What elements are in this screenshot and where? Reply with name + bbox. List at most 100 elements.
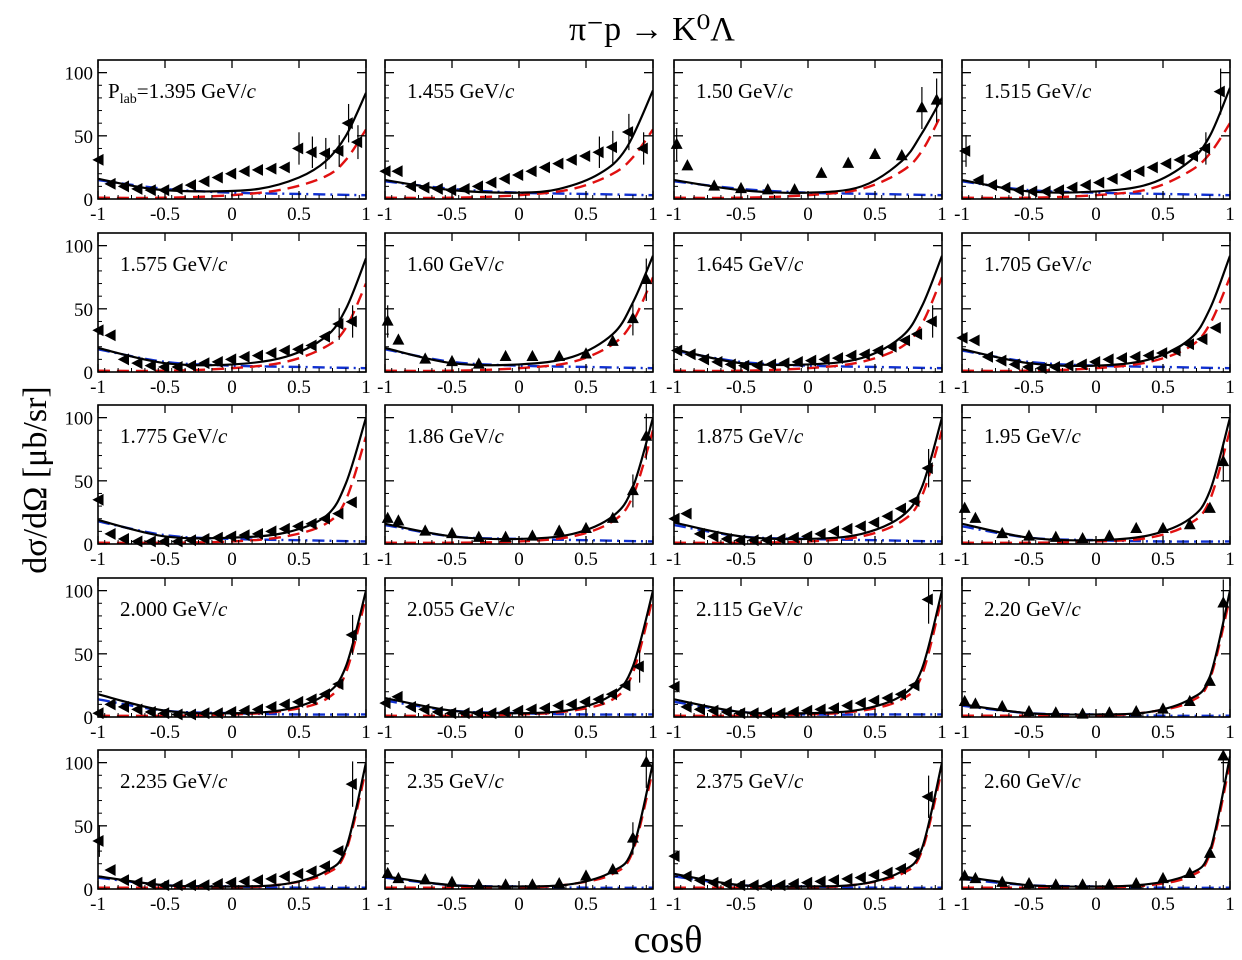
data-point <box>760 879 772 892</box>
x-tick-label: 0 <box>803 377 813 398</box>
x-tick-label: 0.5 <box>863 722 887 743</box>
data-point <box>144 535 156 548</box>
data-point <box>868 516 880 529</box>
data-point <box>1049 878 1062 890</box>
panel: -1 -0.5 0 0.5 1 1.95 GeV/c <box>954 404 1235 570</box>
data-point <box>985 179 998 192</box>
x-tick-label: -1 <box>377 894 393 915</box>
x-tick-label: -0.5 <box>437 377 467 398</box>
x-tick-label: -0.5 <box>1014 377 1044 398</box>
data-point <box>1173 153 1185 166</box>
data-point <box>711 355 723 368</box>
data-point <box>1156 347 1168 359</box>
momentum-label: 2.000 GeV/c <box>120 597 228 621</box>
data-point <box>632 660 644 673</box>
data-point <box>1129 350 1141 363</box>
curve-dashdot <box>962 877 1230 889</box>
data-point <box>868 694 880 707</box>
data-point <box>278 870 290 883</box>
data-point <box>894 862 906 875</box>
data-point <box>959 145 971 157</box>
data-point <box>332 318 344 330</box>
data-point <box>144 877 156 890</box>
data-point <box>1196 333 1208 346</box>
curve-dashed <box>962 276 1230 372</box>
x-tick-label: 1 <box>648 377 658 398</box>
data-point <box>391 690 403 703</box>
x-tick-label: 0 <box>227 549 237 570</box>
data-point <box>1102 353 1114 366</box>
data-point <box>1106 172 1118 185</box>
x-tick-label: 0 <box>514 204 524 225</box>
data-point <box>184 359 196 372</box>
momentum-label: 1.515 GeV/c <box>984 79 1092 103</box>
data-point <box>693 703 705 716</box>
data-point <box>760 707 772 720</box>
data-point <box>734 534 746 547</box>
data-point <box>815 166 828 178</box>
panel: -1 -0.5 0 0.5 1 0 50 100 2.000 GeV/c <box>65 577 371 743</box>
curve-dashed <box>674 276 942 372</box>
data-point <box>671 344 683 357</box>
momentum-label: 1.86 GeV/c <box>407 424 505 448</box>
data-point <box>592 146 604 159</box>
data-point <box>211 531 223 544</box>
curve-dashdot <box>962 349 1230 370</box>
data-point <box>1160 157 1172 170</box>
data-point <box>1103 529 1116 541</box>
data-point <box>305 146 317 159</box>
data-point <box>318 147 330 160</box>
data-point <box>211 355 223 368</box>
data-point <box>1008 358 1020 371</box>
momentum-label: 2.35 GeV/c <box>407 769 505 793</box>
momentum-label: 1.575 GeV/c <box>120 252 228 276</box>
x-tick-label: -1 <box>90 204 106 225</box>
x-tick-label: 0 <box>1091 722 1101 743</box>
x-tick-label: -0.5 <box>1014 549 1044 570</box>
curve-total <box>98 257 366 367</box>
data-point <box>894 688 906 701</box>
curve-dashdot <box>674 180 942 197</box>
data-point <box>265 347 277 359</box>
data-point <box>751 359 763 372</box>
data-point <box>841 522 853 535</box>
data-point <box>198 707 210 720</box>
data-point <box>225 167 237 180</box>
y-tick-label: 100 <box>65 754 94 775</box>
panel: -1 -0.5 0 0.5 1 0 50 100 Plab=1.395 GeV/c <box>65 59 371 225</box>
data-point <box>171 879 183 892</box>
data-point <box>171 182 183 195</box>
data-point <box>318 330 330 343</box>
data-point <box>958 501 971 513</box>
data-point <box>171 360 183 373</box>
panel: -1 -0.5 0 0.5 1 0 50 100 2.235 GeV/c <box>65 749 371 915</box>
momentum-label: 1.775 GeV/c <box>120 424 228 448</box>
data-point <box>1213 85 1225 98</box>
x-tick-label: 0 <box>227 377 237 398</box>
y-tick-label: 100 <box>65 409 94 430</box>
data-point <box>1130 876 1143 889</box>
x-tick-label: 1 <box>648 894 658 915</box>
data-point <box>831 352 844 365</box>
x-tick-label: 0 <box>1091 377 1101 398</box>
data-point <box>446 526 458 539</box>
data-point <box>445 184 457 197</box>
data-point <box>565 153 577 166</box>
data-point <box>996 875 1009 887</box>
data-point <box>526 349 539 362</box>
momentum-label: 1.95 GeV/c <box>984 424 1082 448</box>
x-tick-label: 1 <box>361 204 371 225</box>
y-tick-label: 50 <box>74 472 93 493</box>
momentum-label: 2.235 GeV/c <box>120 769 228 793</box>
data-point <box>805 354 817 367</box>
data-point <box>553 524 566 536</box>
data-point <box>981 350 993 363</box>
data-point <box>724 358 736 371</box>
momentum-label: 1.705 GeV/c <box>984 252 1092 276</box>
data-point <box>512 704 524 717</box>
data-point <box>292 142 304 155</box>
data-point <box>158 879 170 892</box>
data-point <box>318 512 330 525</box>
x-tick-label: 1 <box>1225 549 1235 570</box>
data-point <box>580 869 592 881</box>
